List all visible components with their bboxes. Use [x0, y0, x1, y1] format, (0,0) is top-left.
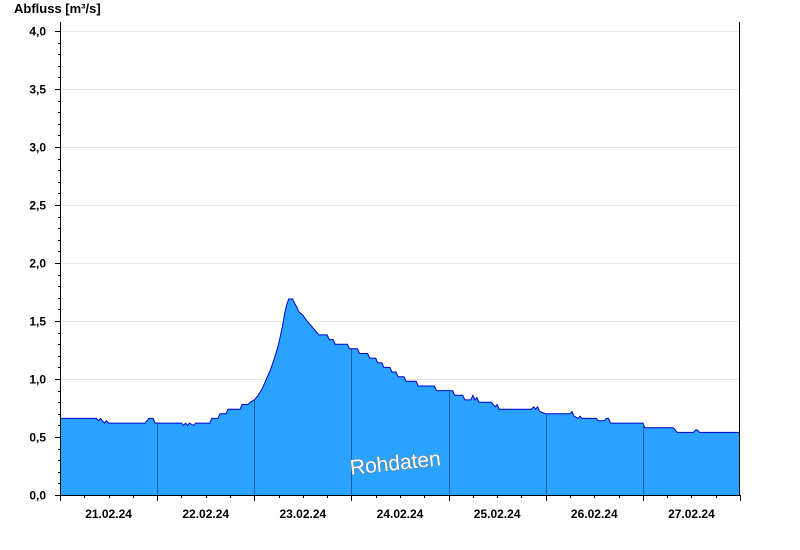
x-tick-label: 26.02.24: [571, 507, 618, 521]
plot-area: [60, 298, 740, 495]
x-tick-label: 27.02.24: [668, 507, 715, 521]
x-tick-labels: 21.02.24 22.02.24 23.02.24 24.02.24 25.02.24…: [60, 495, 741, 521]
y-tick-label: 0,5: [29, 431, 46, 445]
y-tick-label: 1,5: [29, 315, 46, 329]
x-tick-label: 25.02.24: [474, 507, 521, 521]
x-tick-label: 21.02.24: [85, 507, 132, 521]
y-tick-label: 0,0: [29, 489, 46, 503]
y-tick-label: 4,0: [29, 25, 46, 39]
x-tick-label: 24.02.24: [377, 507, 424, 521]
y-tick-label: 1,0: [29, 373, 46, 387]
discharge-area: [60, 299, 740, 495]
discharge-line: [60, 298, 740, 433]
y-tick-labels: 0,0 0,5 1,0 1,5 2,0 2,5 3,0 3,5 4,0: [29, 25, 60, 503]
grid-lines: [60, 31, 740, 438]
y-axis-label: Abfluss [m³/s]: [14, 1, 101, 16]
y-tick-label: 3,5: [29, 83, 46, 97]
x-tick-label: 23.02.24: [279, 507, 326, 521]
x-tick-label: 22.02.24: [182, 507, 229, 521]
day-separators: [157, 348, 644, 495]
y-tick-label: 2,5: [29, 199, 46, 213]
y-tick-label: 3,0: [29, 141, 46, 155]
y-tick-label: 2,0: [29, 257, 46, 271]
